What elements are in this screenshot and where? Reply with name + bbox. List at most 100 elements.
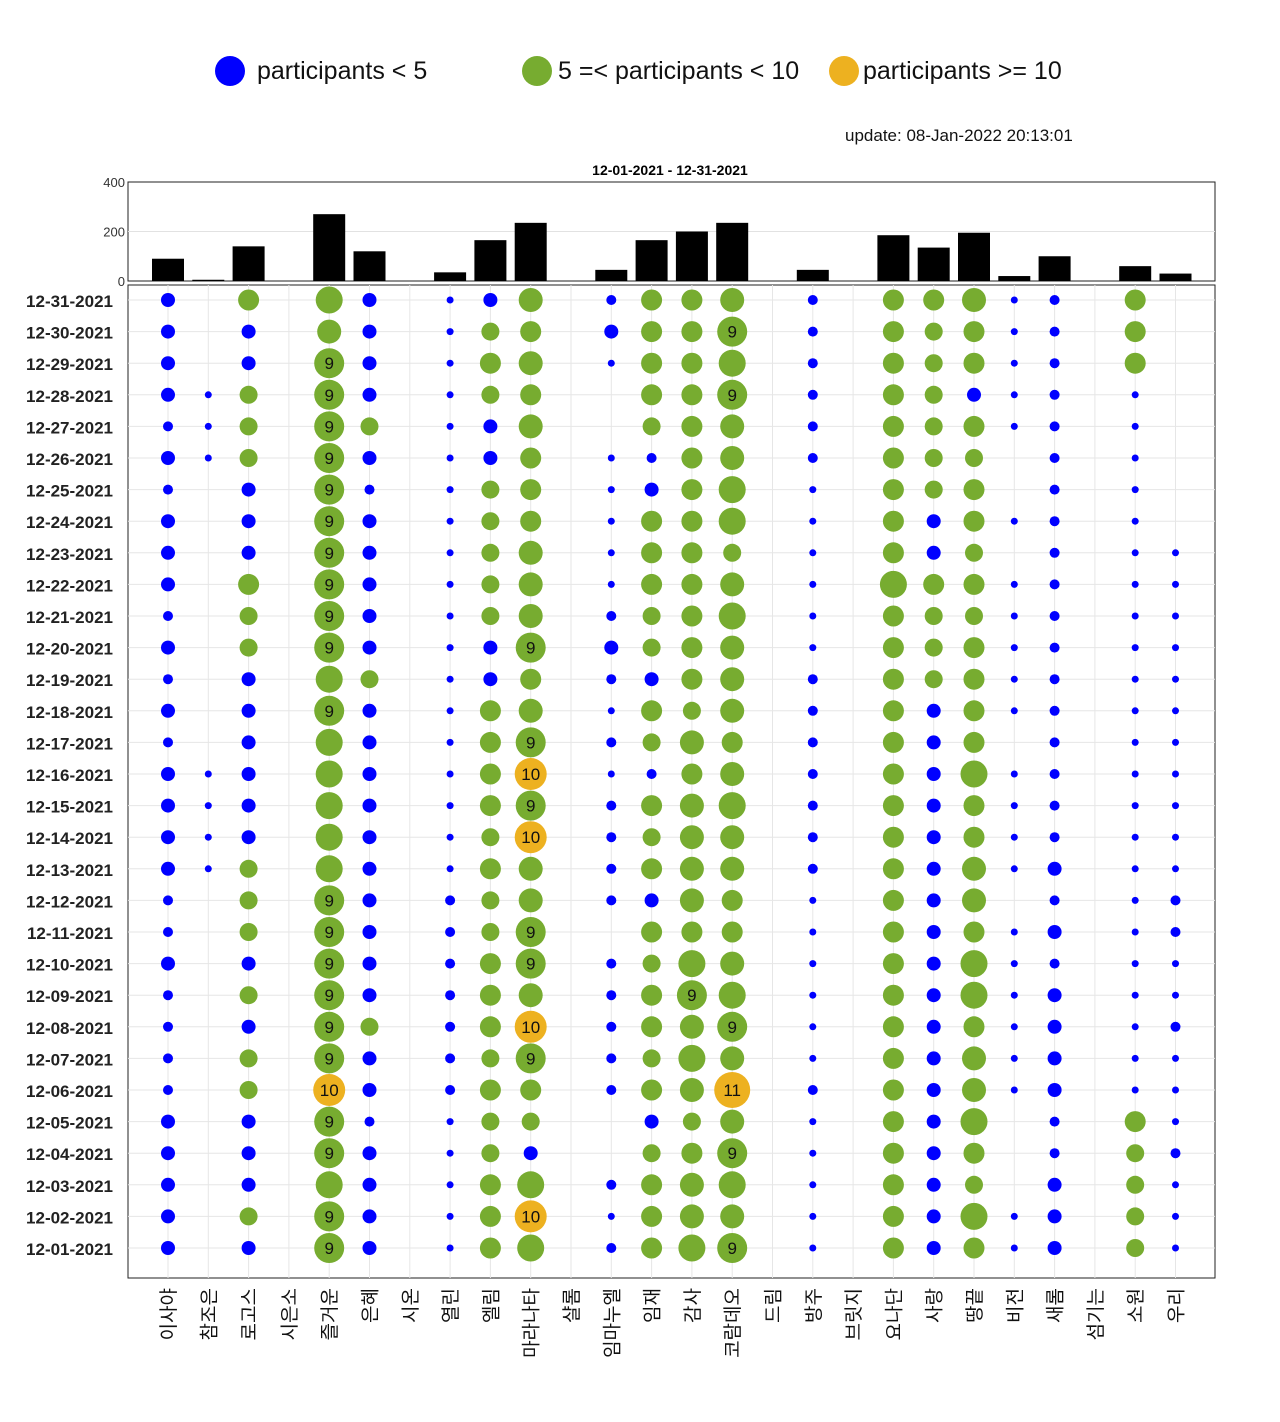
y-tick-label: 12-05-2021 bbox=[26, 1114, 113, 1133]
bubble-임재-12-20-2021 bbox=[642, 638, 661, 657]
y-tick-label: 12-29-2021 bbox=[26, 355, 113, 374]
bubble-엘림-12-18-2021 bbox=[479, 700, 501, 722]
bubble-코람데오-12-24-2021 bbox=[718, 507, 746, 535]
bubble-감사-12-13-2021 bbox=[679, 856, 704, 881]
bubble-은혜-12-27-2021 bbox=[360, 417, 379, 436]
bubble-감사-12-23-2021 bbox=[681, 542, 703, 564]
bubble-소원-12-14-2021 bbox=[1131, 833, 1139, 841]
bubble-label: 10 bbox=[521, 828, 540, 847]
bubble-방주-12-06-2021 bbox=[807, 1085, 818, 1095]
bubble-우리-12-14-2021 bbox=[1172, 833, 1179, 841]
bubble-마라나타-12-14-2021 bbox=[514, 821, 547, 854]
bubble-새롬-12-09-2021 bbox=[1047, 988, 1062, 1003]
bubble-참조은-12-16-2021 bbox=[204, 770, 212, 778]
bubble-비전-12-09-2021 bbox=[1010, 991, 1018, 999]
bubble-임재-12-18-2021 bbox=[641, 700, 663, 722]
bubble-감사-12-26-2021 bbox=[681, 447, 703, 469]
bubble-방주-12-28-2021 bbox=[807, 389, 818, 400]
bubble-열린-12-24-2021 bbox=[446, 517, 454, 525]
bubble-로고스-12-12-2021 bbox=[239, 891, 258, 910]
bubble-코람데오-12-16-2021 bbox=[720, 762, 745, 786]
bubble-감사-12-30-2021 bbox=[681, 321, 703, 343]
bubble-이사야-12-01-2021 bbox=[161, 1241, 175, 1255]
bubble-우리-12-05-2021 bbox=[1172, 1118, 1179, 1126]
bubble-방주-12-17-2021 bbox=[807, 737, 818, 748]
bubble-로고스-12-17-2021 bbox=[241, 735, 256, 750]
bubble-즐거운-12-20-2021 bbox=[314, 632, 345, 663]
bubble-땅끝-12-05-2021 bbox=[960, 1108, 988, 1136]
bubble-은혜-12-31-2021 bbox=[362, 293, 377, 307]
bubble-비전-12-13-2021 bbox=[1010, 865, 1018, 873]
bubble-우리-12-06-2021 bbox=[1172, 1086, 1179, 1094]
bubble-열린-12-26-2021 bbox=[446, 454, 454, 462]
bubble-이사야-12-09-2021 bbox=[163, 990, 173, 1001]
bubble-우리-12-21-2021 bbox=[1172, 612, 1179, 620]
bubble-마라나타-12-11-2021 bbox=[515, 917, 546, 947]
bubble-로고스-12-21-2021 bbox=[239, 607, 258, 625]
bubble-방주-12-29-2021 bbox=[807, 358, 818, 369]
bubble-비전-12-24-2021 bbox=[1010, 517, 1018, 525]
bubble-은혜-12-28-2021 bbox=[362, 387, 377, 402]
bubble-이사야-12-16-2021 bbox=[161, 767, 175, 781]
bubble-엘림-12-27-2021 bbox=[483, 419, 498, 434]
bubble-임재-12-24-2021 bbox=[641, 510, 663, 532]
bubble-즐거운-12-05-2021 bbox=[314, 1106, 345, 1137]
bubble-임마누엘-12-19-2021 bbox=[606, 674, 617, 685]
bubble-사랑-12-12-2021 bbox=[926, 893, 941, 908]
bubble-은혜-12-16-2021 bbox=[362, 767, 377, 781]
bubble-코람데오-12-06-2021 bbox=[714, 1072, 751, 1108]
bubble-은혜-12-01-2021 bbox=[362, 1241, 377, 1255]
bubble-방주-12-10-2021 bbox=[809, 960, 817, 968]
bubble-감사-12-02-2021 bbox=[679, 1204, 704, 1229]
bubble-label: 9 bbox=[324, 923, 333, 942]
legend-green-label: 5 =< participants < 10 bbox=[558, 56, 800, 85]
bubble-감사-12-09-2021 bbox=[676, 980, 707, 1011]
x-tick-label: 참조은 bbox=[198, 1288, 220, 1340]
x-tick-label: 비전 bbox=[1004, 1288, 1026, 1323]
bubble-label: 9 bbox=[324, 1239, 333, 1258]
x-tick-label: 섬기는 bbox=[1085, 1288, 1107, 1340]
bubble-은혜-12-06-2021 bbox=[362, 1083, 377, 1097]
bubble-소원-12-16-2021 bbox=[1131, 770, 1139, 778]
bubble-사랑-12-22-2021 bbox=[923, 573, 945, 595]
bubble-은혜-12-19-2021 bbox=[360, 670, 379, 689]
x-tick-label: 은혜 bbox=[360, 1288, 382, 1323]
bubble-label: 9 bbox=[526, 923, 535, 942]
bubble-요나단-12-06-2021 bbox=[882, 1079, 904, 1101]
bubble-label: 9 bbox=[727, 1144, 736, 1163]
bubble-소원-12-29-2021 bbox=[1124, 352, 1146, 374]
bubble-즐거운-12-09-2021 bbox=[314, 980, 345, 1011]
bubble-사랑-12-02-2021 bbox=[926, 1209, 941, 1224]
x-tick-label: 즐거운 bbox=[319, 1288, 341, 1340]
bubble-로고스-12-18-2021 bbox=[241, 703, 256, 718]
bubble-코람데오-12-02-2021 bbox=[720, 1204, 745, 1229]
bubble-우리-12-23-2021 bbox=[1172, 549, 1179, 557]
bubble-로고스-12-16-2021 bbox=[241, 767, 256, 781]
bubble-이사야-12-20-2021 bbox=[161, 640, 175, 655]
bubble-즐거운-12-30-2021 bbox=[317, 319, 342, 344]
bubble-우리-12-18-2021 bbox=[1172, 707, 1179, 715]
y-tick-label: 12-30-2021 bbox=[26, 324, 113, 343]
bubble-이사야-12-11-2021 bbox=[163, 927, 173, 937]
bubble-이사야-12-19-2021 bbox=[163, 674, 173, 685]
bubble-즐거운-12-23-2021 bbox=[314, 537, 345, 568]
bubble-참조은-12-14-2021 bbox=[204, 833, 212, 841]
bubble-사랑-12-17-2021 bbox=[926, 735, 941, 750]
bubble-임재-12-10-2021 bbox=[642, 954, 661, 973]
y-tick-label: 12-10-2021 bbox=[26, 956, 113, 975]
bubble-사랑-12-04-2021 bbox=[926, 1146, 941, 1161]
bubble-방주-12-14-2021 bbox=[807, 832, 818, 843]
bubble-로고스-12-31-2021 bbox=[238, 289, 260, 311]
bubble-은혜-12-18-2021 bbox=[362, 703, 377, 718]
bubble-소원-12-11-2021 bbox=[1131, 928, 1139, 936]
bubble-코람데오-12-18-2021 bbox=[720, 698, 745, 723]
bubble-새롬-12-08-2021 bbox=[1047, 1019, 1062, 1034]
bubble-로고스-12-28-2021 bbox=[239, 385, 258, 404]
bubble-label: 9 bbox=[324, 1113, 333, 1132]
bubble-로고스-12-23-2021 bbox=[241, 545, 256, 560]
bubble-로고스-12-11-2021 bbox=[239, 923, 258, 941]
bubble-로고스-12-04-2021 bbox=[241, 1146, 256, 1161]
y-tick-label: 12-06-2021 bbox=[26, 1082, 113, 1101]
bubble-새롬-12-15-2021 bbox=[1049, 800, 1060, 811]
bubble-사랑-12-26-2021 bbox=[924, 449, 943, 467]
